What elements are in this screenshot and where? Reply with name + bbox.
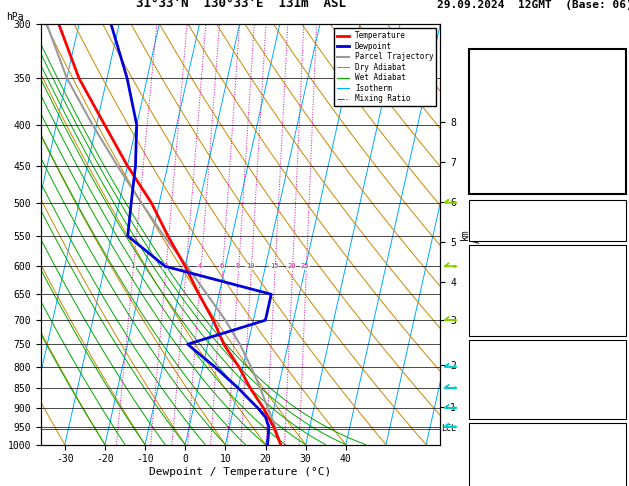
Text: CIN (J): CIN (J) xyxy=(472,323,510,332)
Text: © weatheronline.co.uk: © weatheronline.co.uk xyxy=(491,433,604,442)
Text: Surface: Surface xyxy=(528,247,566,256)
Text: 66: 66 xyxy=(611,450,622,459)
Text: CAPE (J): CAPE (J) xyxy=(472,310,515,319)
Text: 38: 38 xyxy=(611,215,622,224)
Text: 23.8: 23.8 xyxy=(601,260,622,269)
Text: 3.47: 3.47 xyxy=(601,227,622,237)
Text: StmSpd (kt): StmSpd (kt) xyxy=(472,475,532,485)
Legend: Temperature, Dewpoint, Parcel Trajectory, Dry Adiabat, Wet Adiabat, Isotherm, Mi: Temperature, Dewpoint, Parcel Trajectory… xyxy=(334,28,437,106)
Text: 20: 20 xyxy=(287,263,296,269)
X-axis label: Dewpoint / Temperature (°C): Dewpoint / Temperature (°C) xyxy=(150,467,331,477)
Text: 25: 25 xyxy=(301,263,309,269)
Text: 94: 94 xyxy=(611,437,622,447)
Text: 31°33'N  130°33'E  131m  ASL: 31°33'N 130°33'E 131m ASL xyxy=(136,0,345,10)
Text: Lifted Index: Lifted Index xyxy=(472,380,537,389)
Text: ≈: ≈ xyxy=(488,168,499,182)
Text: 2: 2 xyxy=(163,263,167,269)
Text: CIN (J): CIN (J) xyxy=(472,405,510,415)
Text: hPa: hPa xyxy=(6,12,24,22)
Text: EH: EH xyxy=(472,437,483,447)
Text: 6: 6 xyxy=(220,263,224,269)
Text: 15: 15 xyxy=(270,263,278,269)
Text: Pressure (mb): Pressure (mb) xyxy=(472,355,542,364)
Text: Hodograph: Hodograph xyxy=(523,425,571,434)
Text: 1: 1 xyxy=(616,393,622,402)
Text: Most Unstable: Most Unstable xyxy=(512,342,582,351)
Text: 2: 2 xyxy=(616,297,622,307)
Text: 65: 65 xyxy=(611,323,622,332)
Text: CAPE (J): CAPE (J) xyxy=(472,393,515,402)
Text: kt: kt xyxy=(483,57,493,67)
Text: 10: 10 xyxy=(246,263,255,269)
Text: 65: 65 xyxy=(611,405,622,415)
Text: 4: 4 xyxy=(198,263,203,269)
Text: 1002: 1002 xyxy=(601,355,622,364)
Text: 104°: 104° xyxy=(601,463,622,472)
Text: StmDir: StmDir xyxy=(472,463,504,472)
Text: 10: 10 xyxy=(611,475,622,485)
Text: Lifted Index: Lifted Index xyxy=(472,297,537,307)
Y-axis label: km
ASL: km ASL xyxy=(460,226,482,243)
Text: 8: 8 xyxy=(235,263,240,269)
Text: 2: 2 xyxy=(616,380,622,389)
Text: SREH: SREH xyxy=(472,450,494,459)
Text: Totals Totals: Totals Totals xyxy=(472,215,542,224)
Text: 1: 1 xyxy=(131,263,135,269)
Text: 340: 340 xyxy=(606,285,622,294)
Text: θe (K): θe (K) xyxy=(472,367,504,377)
Text: 27: 27 xyxy=(611,202,622,211)
Text: K: K xyxy=(472,202,478,211)
Text: Dewp (°C): Dewp (°C) xyxy=(472,272,521,281)
Text: 1: 1 xyxy=(616,310,622,319)
Text: PW (cm): PW (cm) xyxy=(472,227,510,237)
Text: θe(K): θe(K) xyxy=(472,285,499,294)
Text: 20.5: 20.5 xyxy=(601,272,622,281)
Text: 3: 3 xyxy=(183,263,187,269)
Text: LCL: LCL xyxy=(442,424,457,433)
Text: 29.09.2024  12GMT  (Base: 06): 29.09.2024 12GMT (Base: 06) xyxy=(437,0,629,10)
Text: 340: 340 xyxy=(606,367,622,377)
Text: Temp (°C): Temp (°C) xyxy=(472,260,521,269)
